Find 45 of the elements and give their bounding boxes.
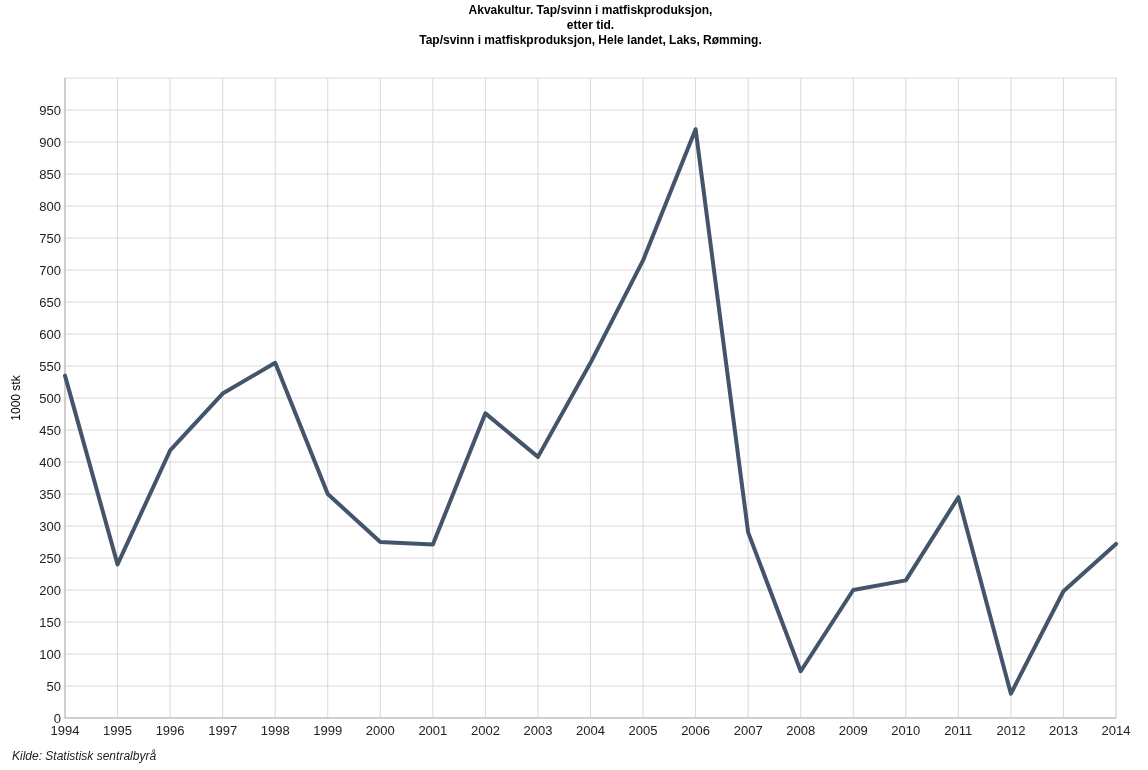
y-tick-label: 350 <box>39 486 61 502</box>
x-tick-label: 1997 <box>208 723 238 738</box>
line-series <box>63 127 1118 696</box>
y-tick-label: 700 <box>39 262 61 278</box>
x-tick-label: 2007 <box>733 723 763 738</box>
x-tick-label: 2011 <box>944 723 973 738</box>
y-tick-label: 500 <box>39 390 61 406</box>
x-tick-label: 2000 <box>365 723 395 738</box>
x-tick-label: 2008 <box>786 723 816 738</box>
text: Kilde: Statistisk sentralbyrå <box>12 749 157 763</box>
y-tick-label: 200 <box>39 582 61 598</box>
x-tick-label: 2009 <box>838 723 868 738</box>
x-tick-label: 2004 <box>576 723 605 738</box>
y-tick-label: 550 <box>39 358 61 374</box>
y-tick-label: 50 <box>46 678 61 694</box>
y-tick-label: 150 <box>39 614 61 630</box>
y-tick-label: 900 <box>39 134 61 150</box>
x-tick-label: 1995 <box>103 723 133 738</box>
y-tick-label: 800 <box>39 198 61 214</box>
y-tick-label: 750 <box>39 230 61 246</box>
y-tick-label: 650 <box>39 294 61 310</box>
y-tick-label: 300 <box>39 518 61 534</box>
y-tick-label: 600 <box>39 326 61 342</box>
y-tick-label: 0 <box>53 710 61 726</box>
y-axis-title: 1000 stk <box>9 374 23 421</box>
x-tick-label: 2005 <box>628 723 658 738</box>
x-tick-label: 1999 <box>313 723 343 738</box>
x-tick-label: 2001 <box>418 723 448 738</box>
y-tick-label: 450 <box>39 422 61 438</box>
y-tick-label: 950 <box>39 102 61 118</box>
x-tick-label: 2012 <box>996 723 1026 738</box>
x-tick-label: 2006 <box>681 723 711 738</box>
y-tick-label: 400 <box>39 454 61 470</box>
x-tick-label: 2002 <box>470 723 500 738</box>
x-tick-label: 1996 <box>155 723 185 738</box>
x-tick-label: 2013 <box>1048 723 1078 738</box>
x-tick-label: 2014 <box>1101 723 1131 738</box>
y-tick-label: 100 <box>39 646 61 662</box>
y-tick-label: 250 <box>39 550 61 566</box>
x-tick-label: 1998 <box>260 723 290 738</box>
y-tick-label: 850 <box>39 166 61 182</box>
x-tick-label: 2010 <box>891 723 921 738</box>
x-tick-label: 2003 <box>523 723 553 738</box>
chart-title: Akvakultur. Tap/svinn i matfiskproduksjon, etter tid. Tap/svinn i matfiskproduksjon, Hele landet, Laks, Rømming. <box>419 3 762 47</box>
x-tick-label: 1994 <box>50 723 80 738</box>
